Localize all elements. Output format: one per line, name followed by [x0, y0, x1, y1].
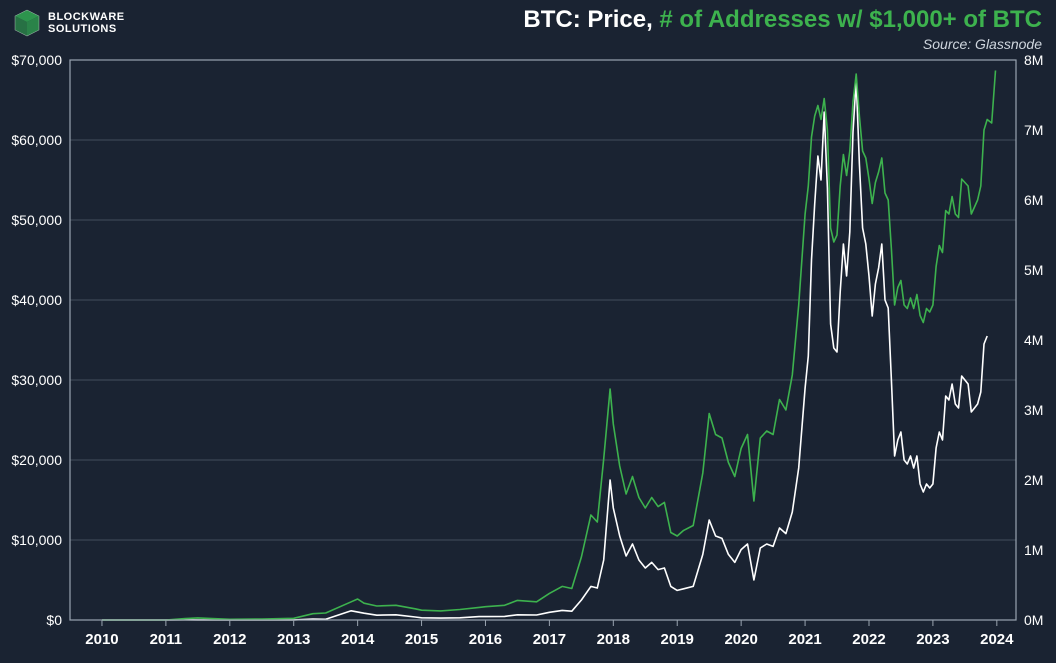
svg-text:2020: 2020	[724, 631, 757, 648]
svg-text:3M: 3M	[1024, 402, 1043, 418]
svg-text:2016: 2016	[469, 631, 502, 648]
chart-svg: $0 $10,000 $20,000 $30,000 $40,000 $50,000 $60…	[0, 0, 1056, 663]
svg-text:2017: 2017	[533, 631, 566, 648]
svg-text:$30,000: $30,000	[11, 372, 62, 388]
svg-text:4M: 4M	[1024, 332, 1043, 348]
svg-text:2M: 2M	[1024, 472, 1043, 488]
svg-text:$0: $0	[46, 612, 62, 628]
svg-text:$20,000: $20,000	[11, 452, 62, 468]
svg-text:2011: 2011	[150, 631, 183, 648]
svg-text:2023: 2023	[916, 631, 949, 648]
svg-text:2018: 2018	[597, 631, 630, 648]
svg-text:2012: 2012	[213, 631, 246, 648]
plot-border	[70, 60, 1016, 620]
svg-text:$70,000: $70,000	[11, 52, 62, 68]
svg-text:5M: 5M	[1024, 262, 1043, 278]
svg-text:7M: 7M	[1024, 122, 1043, 138]
svg-text:2024: 2024	[980, 631, 1014, 648]
svg-text:8M: 8M	[1024, 52, 1043, 68]
svg-text:2015: 2015	[405, 631, 438, 648]
svg-text:6M: 6M	[1024, 192, 1043, 208]
x-axis: 2010 2011 2012 2013 2014 2015 2016 2017 2018 2019…	[85, 620, 1014, 648]
y-axis-left: $0 $10,000 $20,000 $30,000 $40,000 $50,000 $60…	[11, 52, 62, 628]
svg-text:2022: 2022	[852, 631, 885, 648]
svg-text:2014: 2014	[341, 631, 375, 648]
svg-text:$40,000: $40,000	[11, 292, 62, 308]
svg-text:$60,000: $60,000	[11, 132, 62, 148]
y-axis-right: 0M 1M 2M 3M 4M 5M 6M 7M 8M	[1024, 52, 1043, 628]
svg-text:2019: 2019	[661, 631, 694, 648]
svg-text:2021: 2021	[788, 631, 821, 648]
series-addresses	[102, 71, 996, 621]
svg-text:$50,000: $50,000	[11, 212, 62, 228]
data-series	[102, 71, 996, 621]
chart-root: BLOCKWARE SOLUTIONS BTC: Price, # of Add…	[0, 0, 1056, 663]
svg-text:2013: 2013	[277, 631, 310, 648]
series-price	[102, 80, 987, 620]
svg-text:1M: 1M	[1024, 542, 1043, 558]
svg-text:0M: 0M	[1024, 612, 1043, 628]
svg-text:$10,000: $10,000	[11, 532, 62, 548]
svg-text:2010: 2010	[85, 631, 118, 648]
